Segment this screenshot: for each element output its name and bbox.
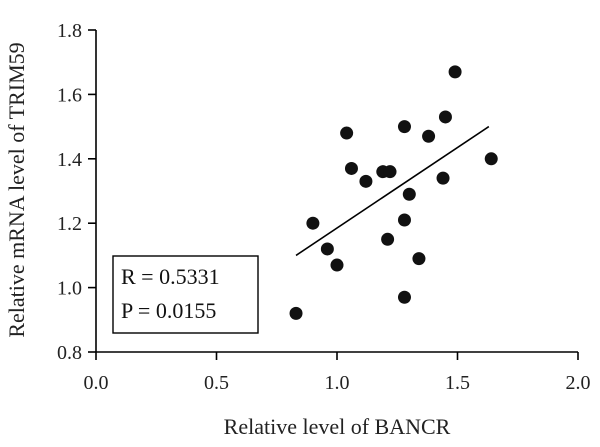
x-axis-title: Relative level of BANCR	[224, 414, 451, 439]
data-point	[344, 161, 358, 175]
data-point	[436, 171, 450, 185]
x-axis-ticks: 0.0 0.5 1.0 1.5 2.0	[84, 352, 591, 394]
data-point	[289, 306, 303, 320]
data-point	[484, 152, 498, 166]
data-point	[422, 129, 436, 143]
data-point	[320, 242, 334, 256]
p-value-text: P = 0.0155	[121, 298, 216, 323]
x-tick-label: 2.0	[566, 372, 591, 394]
x-tick-label: 0.5	[204, 372, 229, 394]
data-point	[381, 232, 395, 246]
x-tick-label: 0.0	[84, 372, 109, 394]
data-point	[397, 120, 411, 134]
x-tick-label: 1.0	[325, 372, 350, 394]
y-tick-label: 1.6	[57, 84, 82, 106]
y-tick-label: 1.2	[57, 213, 82, 235]
data-point	[359, 174, 373, 188]
x-tick-label: 1.5	[445, 372, 470, 394]
data-point	[397, 290, 411, 304]
y-tick-label: 1.0	[57, 278, 82, 300]
regression-line	[295, 125, 490, 257]
r-value-text: R = 0.5331	[121, 264, 220, 289]
data-point	[330, 258, 344, 272]
y-tick-label: 1.4	[57, 149, 82, 171]
data-point	[402, 187, 416, 201]
y-axis-title: Relative mRNA level of TRIM59	[4, 42, 29, 337]
data-point	[438, 110, 452, 124]
data-point	[412, 252, 426, 266]
data-points	[289, 65, 498, 320]
data-point	[306, 216, 320, 230]
stats-box: R = 0.5331 P = 0.0155	[112, 255, 259, 334]
data-point	[383, 165, 397, 179]
data-point	[397, 213, 411, 227]
data-point	[340, 126, 354, 140]
y-tick-label: 1.8	[57, 20, 82, 42]
y-tick-label: 0.8	[57, 342, 82, 364]
stats-box-frame	[112, 255, 259, 334]
data-point	[448, 65, 462, 79]
y-axis-ticks: 0.8 1.0 1.2 1.4 1.6 1.8	[57, 20, 96, 364]
